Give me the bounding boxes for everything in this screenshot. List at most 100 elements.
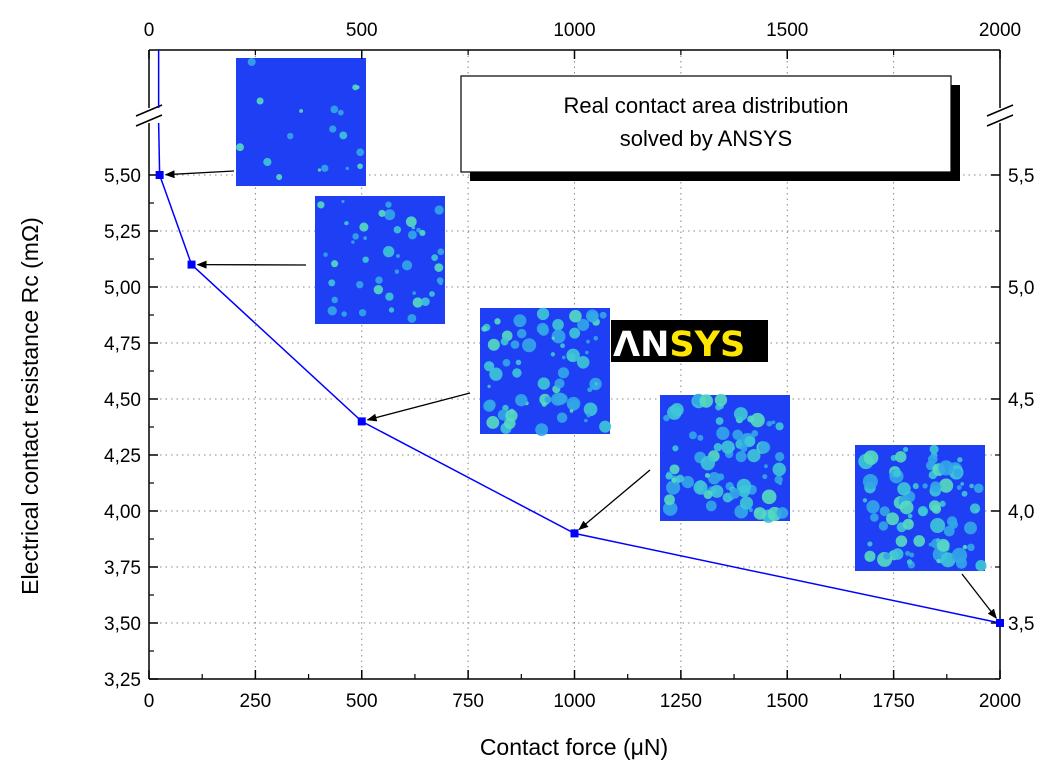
contact-spot (681, 475, 694, 489)
contact-spot (753, 507, 767, 520)
contact-spot (407, 313, 417, 323)
contact-spot (758, 441, 771, 454)
contact-spot (902, 518, 914, 530)
inset-image (315, 196, 445, 324)
contact-spot (327, 306, 337, 316)
contact-spot (967, 543, 975, 552)
contact-spot (385, 292, 394, 301)
y-tick-label-left: 4,25 (104, 446, 141, 467)
contact-spot (557, 367, 570, 379)
contact-spot (407, 230, 417, 240)
contact-spot (969, 483, 974, 489)
contact-spot (486, 416, 500, 429)
contact-spot (358, 309, 367, 317)
contact-spot (744, 436, 756, 447)
contact-spot (750, 412, 765, 428)
contact-spot (561, 355, 566, 360)
contact-spot (522, 338, 537, 353)
contact-spot (505, 409, 518, 422)
contact-spot (879, 506, 890, 517)
contact-spot (895, 535, 908, 547)
y-tick-label-right: 5,0 (1008, 278, 1034, 299)
contact-spot (323, 252, 328, 257)
contact-spot (416, 227, 421, 233)
contact-spot (863, 450, 879, 466)
contact-spot (330, 105, 339, 114)
contact-spot (672, 445, 679, 452)
annotation-arrow (164, 170, 235, 179)
contact-spot (715, 417, 724, 425)
contact-spot (705, 500, 717, 512)
ansys-logo: ΛNSYS (611, 320, 768, 365)
contact-spot (515, 394, 528, 407)
contact-spot (951, 547, 968, 564)
axis-break-mark (135, 104, 163, 117)
y-tick-label-left: 3,75 (104, 558, 141, 579)
contact-spot (864, 550, 876, 562)
contact-spot (351, 240, 355, 244)
contact-spot (776, 507, 789, 519)
contact-spot (356, 280, 364, 289)
contact-spot (762, 474, 768, 480)
data-point (357, 417, 366, 426)
inset-images (236, 58, 987, 572)
inset-image (660, 393, 790, 523)
contact-spot (585, 350, 589, 355)
y-tick-label-right: 5,5 (1008, 166, 1034, 187)
contact-spot (494, 318, 501, 325)
contact-spot (329, 125, 337, 133)
annotation-arrow (961, 573, 997, 620)
contact-spot (363, 236, 368, 241)
contact-spot (554, 392, 567, 406)
contact-spot (500, 337, 509, 346)
contact-spot (551, 336, 555, 340)
x-tick-label-bottom: 1000 (553, 691, 595, 712)
contact-spot (586, 339, 590, 344)
x-tick-label-bottom: 500 (346, 691, 378, 712)
contact-spot (922, 483, 928, 489)
x-tick-label-bottom: 750 (452, 691, 484, 712)
contact-spot (487, 338, 500, 351)
contact-spot (537, 377, 550, 390)
contact-spot (732, 429, 743, 441)
y-tick-label-left: 3,25 (104, 670, 141, 691)
x-tick-label-bottom: 250 (240, 691, 272, 712)
data-point (155, 171, 164, 179)
contact-spot (362, 256, 369, 263)
contact-spot (946, 516, 958, 527)
contact-spot (775, 422, 784, 431)
axis-break-mark (986, 114, 1014, 127)
contact-spot (669, 464, 680, 475)
contact-spot (969, 503, 981, 514)
contact-spot (434, 263, 444, 272)
contact-spot (412, 291, 416, 295)
contact-spot (973, 483, 984, 494)
contact-spot (714, 393, 728, 407)
contact-spot (535, 423, 549, 437)
contact-spot (513, 314, 527, 328)
contact-spot (729, 488, 741, 499)
y-tick-label-right: 4,5 (1008, 390, 1034, 411)
contact-spot (551, 329, 566, 344)
contact-spot (576, 355, 590, 369)
annotation-box: Real contact area distribution solved by… (460, 75, 960, 181)
contact-spot (385, 201, 392, 208)
contact-spot (665, 472, 673, 480)
data-point (570, 529, 579, 538)
contact-spot (662, 501, 678, 516)
contact-spot (772, 462, 786, 477)
contact-spot (774, 475, 783, 484)
contact-spot (502, 358, 511, 367)
contact-spot (510, 340, 520, 349)
contact-spot (913, 535, 926, 547)
contact-spot (936, 538, 941, 543)
contact-spot (544, 396, 552, 404)
contact-spot (862, 498, 868, 503)
contact-spot (975, 560, 987, 572)
contact-spot (909, 552, 915, 558)
contact-spot (356, 148, 365, 157)
y-tick-label-left: 5,50 (104, 166, 141, 187)
contact-spot (569, 409, 574, 413)
contact-spot (775, 451, 785, 462)
